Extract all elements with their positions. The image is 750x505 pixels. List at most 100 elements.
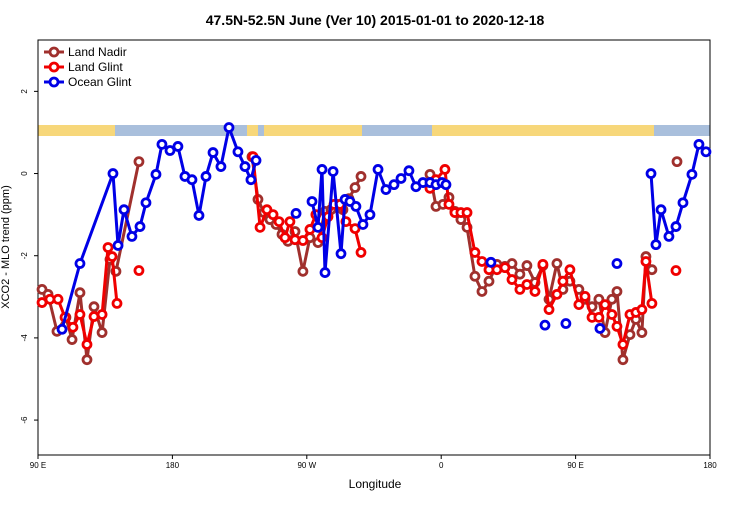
data-point [594, 323, 606, 334]
y-tick-label: -6 [20, 416, 29, 424]
data-point [74, 258, 86, 269]
data-point [134, 221, 146, 232]
data-point [284, 216, 296, 228]
strip-ocean [362, 125, 432, 136]
data-point [150, 168, 162, 180]
data-point [372, 164, 384, 175]
data-point [297, 265, 309, 277]
data-point [223, 122, 235, 133]
data-point [319, 267, 331, 278]
data-point [357, 219, 369, 230]
data-point [133, 156, 145, 168]
data-point [440, 179, 452, 191]
data-point [617, 339, 629, 350]
data-point [355, 247, 367, 258]
data-point [102, 242, 114, 253]
data-point [469, 247, 481, 258]
data-point [537, 258, 549, 270]
data-point [573, 299, 585, 311]
data-point [335, 248, 347, 260]
data-point [646, 264, 658, 276]
data-point [611, 320, 623, 332]
strip-ocean [654, 125, 710, 136]
data-point [606, 309, 618, 320]
data-point [193, 210, 205, 221]
data-point [200, 171, 212, 182]
legend-label: Land Nadir [68, 45, 127, 59]
data-point [521, 260, 533, 271]
data-point [388, 179, 400, 191]
data-point [611, 258, 623, 269]
data-point [579, 290, 591, 302]
x-tick-label: 180 [166, 461, 180, 470]
data-point [207, 147, 219, 158]
x-tick-label: 90 W [297, 461, 316, 470]
data-point [611, 286, 623, 297]
data-point [403, 165, 415, 177]
data-point [126, 231, 138, 242]
data-point [349, 182, 361, 193]
data-point [140, 197, 152, 209]
data-point [96, 309, 108, 320]
data-point [646, 297, 658, 309]
data-point [521, 279, 533, 290]
data-point [506, 274, 518, 285]
data-point [66, 334, 78, 345]
data-point [645, 168, 657, 179]
data-point [485, 256, 497, 268]
y-tick-label: 2 [20, 89, 29, 94]
data-point [156, 138, 168, 150]
data-point [539, 319, 551, 331]
data-point [529, 286, 541, 297]
x-axis-label: Longitude [349, 477, 402, 491]
plot-frame [37, 39, 711, 456]
data-point [670, 265, 682, 276]
data-point [483, 275, 495, 287]
data-point [655, 204, 667, 216]
data-point [560, 318, 572, 329]
legend-marker [48, 46, 60, 58]
data-point [686, 168, 698, 180]
data-point [74, 309, 86, 320]
data-point [327, 166, 339, 177]
legend-label: Ocean Glint [68, 75, 132, 89]
data-point [273, 216, 285, 228]
data-point [67, 321, 79, 333]
data-point [186, 174, 198, 186]
data-point [670, 221, 682, 232]
legend-marker [48, 61, 60, 73]
data-point [650, 239, 662, 251]
data-point [350, 201, 362, 212]
data-point [476, 256, 488, 267]
data-point [551, 288, 563, 300]
data-point [636, 327, 648, 338]
data-point [133, 265, 145, 276]
legend-marker [48, 76, 60, 88]
data-point [461, 207, 473, 218]
land-ocean-strip [38, 125, 710, 136]
data-point [96, 327, 108, 338]
data-point [395, 173, 407, 184]
data-point [606, 293, 618, 305]
data-point [172, 141, 184, 152]
data-point [81, 354, 93, 366]
data-point [290, 207, 302, 219]
y-tick-label: -4 [20, 334, 29, 342]
data-point [700, 146, 712, 158]
x-tick-label: 0 [439, 461, 444, 470]
data-point [250, 154, 262, 166]
data-point [349, 223, 361, 234]
data-point [106, 251, 118, 262]
data-point [254, 221, 266, 233]
data-point [112, 240, 124, 251]
x-tick-label: 90 E [30, 461, 46, 470]
y-tick-label: -2 [20, 252, 29, 260]
data-point [239, 161, 251, 172]
data-point [557, 275, 569, 287]
data-point [245, 174, 257, 186]
chart-title: 47.5N-52.5N June (Ver 10) 2015-01-01 to … [206, 12, 545, 28]
data-point [380, 184, 392, 195]
data-point [164, 145, 176, 156]
data-point [111, 297, 123, 309]
data-point [81, 339, 93, 350]
